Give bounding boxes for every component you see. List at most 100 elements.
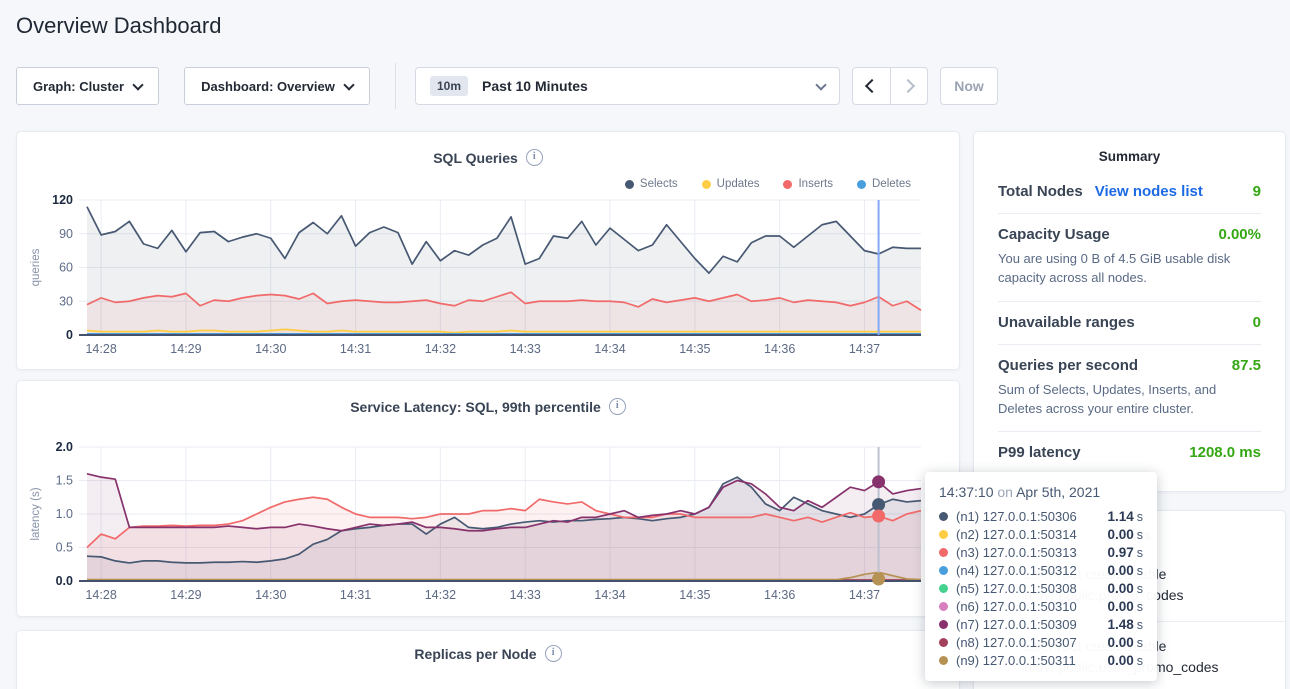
summary-row: P99 latency1208.0 ms <box>998 432 1261 474</box>
tooltip-row: (n3) 127.0.0.1:503130.97s <box>939 543 1143 561</box>
node-color-dot <box>939 512 948 521</box>
toolbar-divider <box>395 63 396 109</box>
y-axis-label: latency (s) <box>30 487 42 540</box>
node-address: (n9) 127.0.0.1:50311 <box>956 653 1076 668</box>
tooltip-row: (n8) 127.0.0.1:50307 0.00s <box>939 633 1143 651</box>
summary-row: Queries per second87.5Sum of Selects, Up… <box>998 345 1261 433</box>
node-color-dot <box>939 638 948 647</box>
x-tick-label: 14:37 <box>849 588 880 602</box>
summary-row: Total Nodes View nodes list 9 <box>998 171 1261 214</box>
overview-dashboard-page: Overview Dashboard Graph: Cluster Dashbo… <box>0 0 1290 689</box>
node-address: (n4) 127.0.0.1:50312 <box>956 563 1077 578</box>
tooltip-row: (n6) 127.0.0.1:50310 0.00s <box>939 597 1143 615</box>
y-tick-label: 120 <box>52 193 73 207</box>
x-tick-label: 14:31 <box>340 588 371 602</box>
node-address: (n2) 127.0.0.1:50314 <box>956 527 1077 542</box>
node-address: (n5) 127.0.0.1:50308 <box>956 581 1077 596</box>
x-tick-label: 14:30 <box>255 342 286 356</box>
crosshair-dot <box>872 510 885 523</box>
service-latency-chart[interactable]: 0.00.51.01.52.014:2814:2914:3014:3114:32… <box>17 381 961 618</box>
tooltip-row: (n9) 127.0.0.1:50311 0.00s <box>939 651 1143 669</box>
x-tick-label: 14:33 <box>510 588 541 602</box>
y-tick-label: 0 <box>66 328 73 342</box>
summary-label: Queries per second <box>998 357 1138 374</box>
node-latency-value: 1.48s <box>1107 617 1143 632</box>
tooltip-timestamp: 14:37:10 on Apr 5th, 2021 <box>939 484 1143 500</box>
tooltip-row: (n1) 127.0.0.1:50306 1.14s <box>939 507 1143 525</box>
summary-panel: Summary Total NodesView nodes list9Capac… <box>973 131 1286 492</box>
time-prev-button[interactable] <box>853 68 890 104</box>
dashboard-dropdown[interactable]: Dashboard: Overview <box>184 67 370 105</box>
sql-queries-chart[interactable]: 030609012014:2814:2914:3014:3114:3214:33… <box>17 132 961 371</box>
x-tick-label: 14:29 <box>170 342 201 356</box>
summary-desc: You are using 0 B of 4.5 GiB usable disk… <box>998 250 1261 288</box>
x-tick-label: 14:37 <box>849 342 880 356</box>
y-axis-label: queries <box>30 248 42 286</box>
crosshair-dot <box>872 498 885 511</box>
chevron-left-icon <box>865 79 879 93</box>
info-icon[interactable]: i <box>545 645 562 662</box>
node-address: (n3) 127.0.0.1:50313 <box>956 545 1077 560</box>
y-tick-label: 1.5 <box>56 474 73 488</box>
node-latency-value: 0.00s <box>1107 653 1143 668</box>
chart-title: Replicas per Node <box>414 646 536 662</box>
node-latency-value: 0.00s <box>1107 599 1143 614</box>
y-tick-label: 1.0 <box>56 507 73 521</box>
summary-value: 0.00% <box>1218 226 1261 243</box>
y-tick-label: 30 <box>59 294 73 308</box>
node-address: (n6) 127.0.0.1:50310 <box>956 599 1077 614</box>
node-latency-value: 0.00s <box>1107 527 1143 542</box>
x-tick-label: 14:32 <box>425 588 456 602</box>
chart-hover-tooltip: 14:37:10 on Apr 5th, 2021 (n1) 127.0.0.1… <box>925 472 1157 681</box>
time-range-label: Past 10 Minutes <box>482 78 588 94</box>
node-address: (n1) 127.0.0.1:50306 <box>956 509 1077 524</box>
node-latency-value: 1.14s <box>1107 509 1143 524</box>
summary-label: Unavailable ranges <box>998 314 1135 331</box>
view-nodes-link[interactable]: View nodes list <box>1095 183 1203 200</box>
tooltip-row: (n4) 127.0.0.1:503120.00s <box>939 561 1143 579</box>
y-tick-label: 0.0 <box>56 574 73 588</box>
x-tick-label: 14:36 <box>764 342 795 356</box>
node-address: (n8) 127.0.0.1:50307 <box>956 635 1077 650</box>
summary-value: 1208.0 ms <box>1189 444 1261 461</box>
x-tick-label: 14:34 <box>594 342 625 356</box>
now-button[interactable]: Now <box>940 67 998 105</box>
node-color-dot <box>939 620 948 629</box>
crosshair-dot <box>872 475 885 488</box>
tooltip-row: (n5) 127.0.0.1:50308 0.00s <box>939 579 1143 597</box>
time-next-button[interactable] <box>890 68 928 104</box>
tooltip-row: (n2) 127.0.0.1:50314 0.00s <box>939 525 1143 543</box>
x-tick-label: 14:28 <box>85 588 116 602</box>
node-color-dot <box>939 548 948 557</box>
y-tick-label: 60 <box>59 261 73 275</box>
crosshair-dot <box>872 572 885 585</box>
x-tick-label: 14:33 <box>510 342 541 356</box>
node-color-dot <box>939 566 948 575</box>
node-color-dot <box>939 602 948 611</box>
time-nav-group <box>852 67 928 105</box>
time-range-badge: 10m <box>430 76 468 96</box>
tooltip-row: (n7) 127.0.0.1:50309 1.48s <box>939 615 1143 633</box>
node-latency-value: 0.00s <box>1107 635 1143 650</box>
dashboard-dropdown-label: Dashboard: Overview <box>201 79 335 94</box>
summary-label: Capacity Usage <box>998 226 1110 243</box>
x-tick-label: 14:29 <box>170 588 201 602</box>
replicas-per-node-panel: Replicas per Node i <box>16 630 960 689</box>
x-tick-label: 14:32 <box>425 342 456 356</box>
replicas-title-row: Replicas per Node i <box>17 645 959 662</box>
x-tick-label: 14:36 <box>764 588 795 602</box>
x-tick-label: 14:34 <box>594 588 625 602</box>
summary-value: 87.5 <box>1232 357 1261 374</box>
summary-label: Total Nodes <box>998 183 1083 200</box>
chevron-down-icon <box>343 79 354 90</box>
x-tick-label: 14:35 <box>679 588 710 602</box>
graph-dropdown[interactable]: Graph: Cluster <box>16 67 159 105</box>
node-latency-value: 0.00s <box>1107 581 1143 596</box>
time-range-picker[interactable]: 10m Past 10 Minutes <box>415 67 840 105</box>
chevron-down-icon <box>815 79 826 90</box>
service-latency-panel: Service Latency: SQL, 99th percentile i … <box>16 380 960 617</box>
sql-queries-panel: SQL Queries i SelectsUpdatesInsertsDelet… <box>16 131 960 370</box>
summary-value: 9 <box>1253 183 1261 200</box>
y-tick-label: 2.0 <box>56 440 73 454</box>
node-address: (n7) 127.0.0.1:50309 <box>956 617 1077 632</box>
